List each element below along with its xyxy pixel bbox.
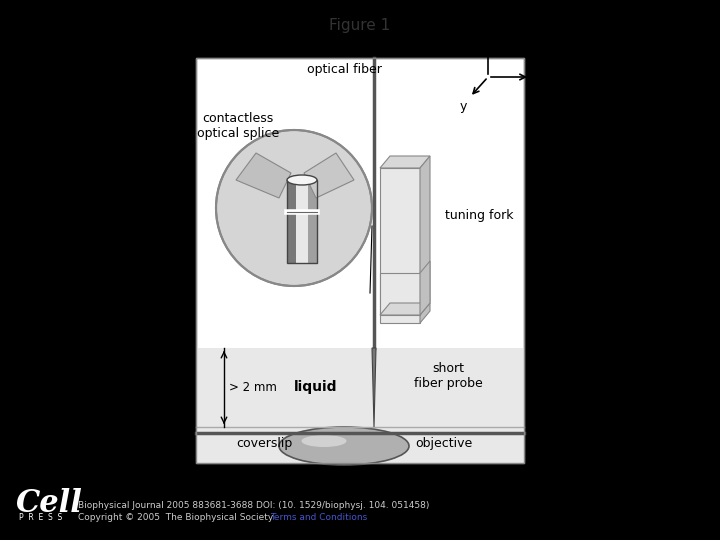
Text: short
fiber probe: short fiber probe xyxy=(413,361,482,389)
Text: Terms and Conditions: Terms and Conditions xyxy=(270,514,367,523)
Text: coverslip: coverslip xyxy=(236,436,292,449)
Text: > 2 mm: > 2 mm xyxy=(229,381,277,394)
Polygon shape xyxy=(420,261,430,315)
Bar xyxy=(308,180,317,263)
Bar xyxy=(388,163,428,263)
Polygon shape xyxy=(380,303,430,315)
Ellipse shape xyxy=(302,435,346,447)
Circle shape xyxy=(216,130,372,286)
Text: y: y xyxy=(459,100,467,113)
Text: P  R  E  S  S: P R E S S xyxy=(19,514,62,523)
Polygon shape xyxy=(236,153,291,198)
Bar xyxy=(287,180,296,263)
Text: z: z xyxy=(486,21,492,34)
Bar xyxy=(287,180,317,263)
Text: Biophysical Journal 2005 883681-3688 DOI: (10. 1529/biophysj. 104. 051458): Biophysical Journal 2005 883681-3688 DOI… xyxy=(78,501,429,510)
Text: Figure 1: Figure 1 xyxy=(329,18,391,33)
Text: objective: objective xyxy=(415,436,472,449)
Ellipse shape xyxy=(279,427,409,465)
Bar xyxy=(296,180,308,263)
Ellipse shape xyxy=(287,175,317,185)
Text: Copyright © 2005  The Biophysical Society: Copyright © 2005 The Biophysical Society xyxy=(78,514,279,523)
Text: optical fiber: optical fiber xyxy=(307,64,382,77)
Bar xyxy=(196,58,524,463)
Text: x: x xyxy=(533,71,541,84)
Bar xyxy=(196,58,524,463)
Polygon shape xyxy=(380,156,430,168)
Text: contactless
optical splice: contactless optical splice xyxy=(197,112,279,140)
Text: tuning fork: tuning fork xyxy=(445,209,513,222)
Polygon shape xyxy=(304,153,354,198)
Polygon shape xyxy=(380,168,420,323)
Bar xyxy=(196,348,524,463)
Polygon shape xyxy=(372,348,376,427)
Text: Cell: Cell xyxy=(16,488,83,518)
Text: liquid: liquid xyxy=(294,381,338,395)
Polygon shape xyxy=(380,273,420,315)
Polygon shape xyxy=(420,156,430,323)
